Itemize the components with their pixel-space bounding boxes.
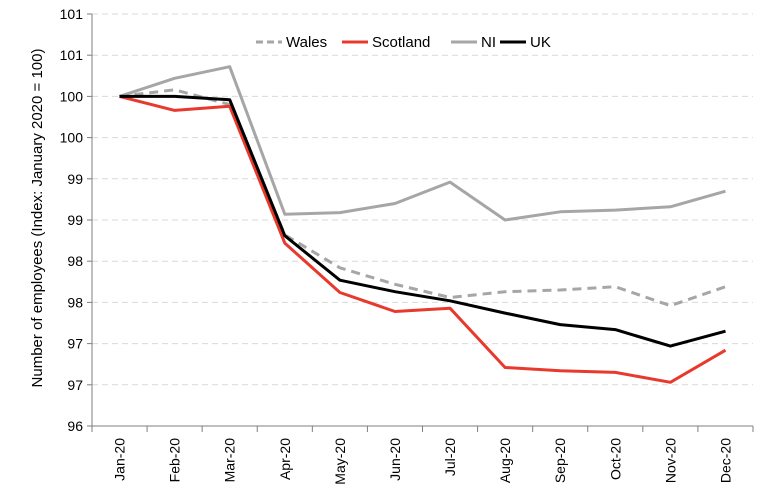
series-line-scotland <box>119 94 727 384</box>
y-tick-label: 101 <box>60 47 84 63</box>
x-tick-label: Feb-20 <box>167 438 183 483</box>
legend-label-wales: Wales <box>286 34 327 51</box>
y-tick-label: 98 <box>67 253 83 269</box>
x-tick-label: Apr-20 <box>277 438 293 480</box>
x-tick-label: May-20 <box>332 438 348 485</box>
series-line-uk <box>119 94 726 348</box>
x-axis-tick-labels: Jan-20 Feb-20 Mar-20 Apr-20 May-20 Jun-20 Jul-… <box>112 438 734 485</box>
x-tick-label: Oct-20 <box>607 438 623 480</box>
x-tick-label: Sep-20 <box>552 438 568 483</box>
x-tick-label: Nov-20 <box>662 438 678 483</box>
y-tick-label: 101 <box>60 6 84 22</box>
series-line-ni <box>119 65 726 222</box>
y-tick-label: 96 <box>67 418 83 434</box>
x-tick-label: Mar-20 <box>222 438 238 483</box>
y-tick-label: 100 <box>60 130 84 146</box>
x-tick-label: Jun-20 <box>387 438 403 481</box>
y-tick-label: 99 <box>67 171 83 187</box>
x-tick-label: Dec-20 <box>717 438 733 483</box>
series-line-wales <box>119 88 726 308</box>
y-tick-label: 99 <box>67 212 83 228</box>
axes <box>87 13 754 432</box>
x-tick-label: Jan-20 <box>112 438 128 481</box>
y-tick-label: 97 <box>67 336 83 352</box>
legend-label-scotland: Scotland <box>372 34 430 51</box>
x-tick-label: Jul-20 <box>442 438 458 476</box>
legend-label-uk: UK <box>530 34 551 51</box>
legend-label-ni: NI <box>481 34 496 51</box>
legend: Wales Scotland NI UK <box>256 34 551 51</box>
y-axis-tick-labels: 96 97 97 98 98 99 99 100 100 101 101 <box>60 6 84 434</box>
y-tick-label: 98 <box>67 294 83 310</box>
x-tick-label: Aug-20 <box>497 438 513 483</box>
series-lines <box>119 65 727 384</box>
y-tick-label: 100 <box>60 88 84 104</box>
y-tick-label: 97 <box>67 377 83 393</box>
gridlines <box>92 13 753 386</box>
y-axis-label: Number of employees (Index: January 2020… <box>29 49 46 388</box>
